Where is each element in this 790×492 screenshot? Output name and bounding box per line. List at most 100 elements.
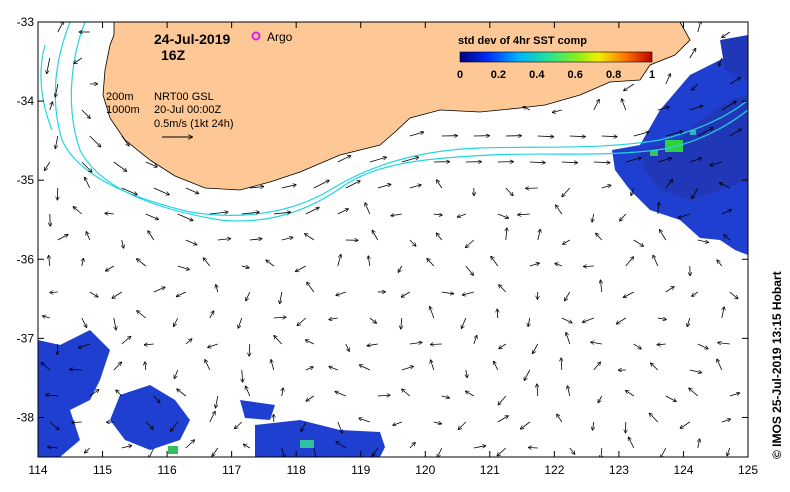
current-vector (329, 318, 338, 320)
current-vector (241, 266, 249, 268)
current-vector (537, 384, 538, 397)
current-vector (85, 447, 91, 453)
current-vector (717, 260, 723, 267)
current-vector (242, 369, 243, 382)
current-vector (57, 343, 58, 354)
current-vector (498, 395, 507, 405)
current-vector (626, 391, 635, 397)
current-vector (185, 339, 192, 345)
colorbar-label: std dev of 4hr SST comp (458, 35, 587, 47)
current-vector (367, 344, 378, 346)
current-vector (372, 447, 379, 456)
colorbar-gradient (459, 51, 653, 63)
current-vector (137, 311, 147, 319)
current-vector (50, 292, 58, 293)
current-vector (710, 161, 722, 165)
current-vector (650, 413, 659, 423)
current-vector (49, 256, 50, 267)
current-vector (249, 343, 250, 356)
current-vector (553, 109, 562, 112)
current-vector (598, 395, 603, 403)
current-vector (121, 337, 131, 345)
current-vector (235, 421, 243, 429)
y-tick-label: -37 (17, 331, 35, 345)
current-vector (465, 265, 474, 275)
current-vector (529, 263, 539, 267)
current-vector (665, 287, 674, 293)
current-vector (113, 317, 116, 330)
current-vector (529, 162, 545, 163)
current-vector (203, 258, 211, 267)
current-vector (106, 265, 115, 271)
current-vector (692, 291, 699, 296)
current-vector (145, 421, 153, 429)
y-tick-label: -38 (17, 410, 35, 424)
colorbar-tick-label: 0 (457, 69, 463, 81)
current-vector (433, 422, 442, 424)
current-vector (369, 317, 377, 323)
x-axis: 114 115 116 117 118 119 120 121 122 123 124 125 (28, 22, 758, 477)
current-vector (55, 83, 59, 97)
current-vector (524, 369, 531, 380)
current-vector (85, 177, 91, 189)
current-vector (497, 416, 508, 423)
x-tick-label: 119 (351, 463, 370, 477)
current-vector (249, 239, 262, 240)
current-vector (601, 136, 617, 137)
map-hour: 16Z (161, 47, 186, 63)
current-vector (462, 317, 467, 328)
current-vector (689, 158, 702, 163)
current-vector (506, 228, 507, 241)
current-vector (296, 265, 306, 272)
current-vector (617, 317, 627, 324)
current-vector (497, 213, 509, 218)
current-vector (174, 369, 179, 378)
x-tick-label: 121 (480, 463, 500, 477)
land-australia (102, 22, 691, 191)
current-vector (661, 447, 667, 457)
current-vector (665, 74, 671, 85)
current-vector (622, 99, 627, 111)
current-vector (562, 187, 571, 197)
current-source-label: NRT00 GSL (154, 91, 214, 103)
current-vector (153, 395, 160, 403)
current-vector (466, 369, 467, 377)
current-vector (497, 447, 507, 456)
current-vector (697, 239, 708, 242)
current-vector (722, 31, 731, 38)
current-vector (727, 447, 731, 456)
current-vector (238, 317, 243, 328)
current-vector (689, 369, 702, 373)
current-vector (697, 128, 713, 137)
current-vector (679, 213, 690, 218)
current-vector (81, 161, 92, 172)
current-vector (409, 342, 422, 344)
current-vector (372, 231, 379, 241)
current-vector (533, 343, 539, 354)
current-vector (721, 210, 732, 215)
current-vector (657, 158, 672, 163)
current-vector (687, 317, 691, 326)
current-vector (281, 185, 296, 189)
x-tick-label: 114 (28, 463, 47, 477)
contour-200m-label: 200m (106, 91, 134, 103)
current-vector (70, 369, 82, 370)
current-vector (499, 343, 507, 349)
current-vector (337, 255, 341, 267)
current-vector (282, 388, 283, 397)
current-vector (497, 309, 498, 319)
current-vector (41, 363, 51, 371)
current-vector (729, 78, 741, 85)
current-vector (137, 259, 147, 267)
current-vector (49, 102, 53, 111)
current-vector (441, 396, 450, 398)
current-vector (177, 213, 193, 221)
current-vector (409, 239, 416, 246)
current-vector (521, 421, 531, 429)
y-axis: -33 -34 -35 -36 -37 -38 (17, 15, 748, 424)
current-vector (145, 213, 158, 219)
current-vector (441, 292, 454, 294)
current-vector (692, 187, 699, 199)
contour-lines (40, 22, 748, 222)
current-vector (409, 132, 424, 137)
